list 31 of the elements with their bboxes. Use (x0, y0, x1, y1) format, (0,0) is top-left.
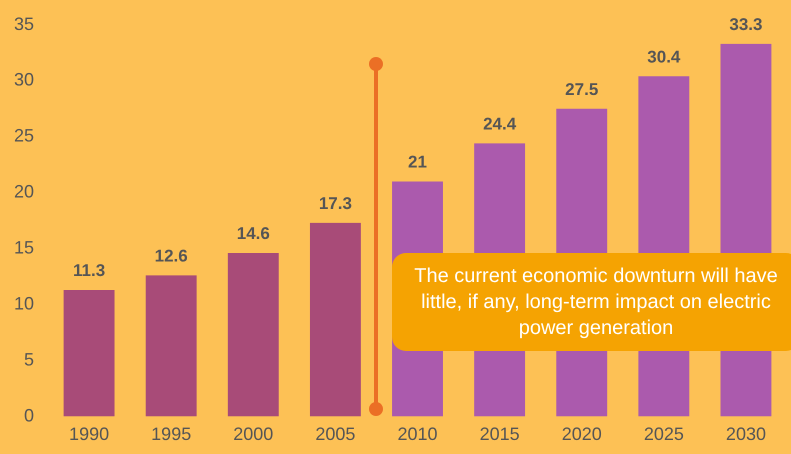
x-tick-label: 2010 (397, 424, 438, 444)
y-tick-label: 20 (14, 182, 34, 202)
x-tick-label: 2000 (233, 424, 274, 444)
x-tick-label: 2020 (562, 424, 602, 444)
y-tick-label: 10 (14, 293, 34, 314)
x-tick-label: 2030 (726, 424, 766, 444)
data-label: 30.4 (647, 47, 681, 66)
x-tick-label: 2005 (315, 424, 356, 444)
data-label: 12.6 (154, 246, 188, 266)
data-label: 21 (408, 152, 427, 172)
x-tick-label: 2025 (644, 424, 684, 444)
annotation: The current economic downturn will have little, if any, long-term impact on electric power generation (392, 253, 791, 351)
data-label: 17.3 (318, 194, 352, 214)
y-tick-label: 30 (14, 70, 34, 90)
x-tick-label: 1990 (69, 424, 110, 444)
data-label: 27.5 (565, 80, 598, 99)
bar (64, 290, 115, 416)
data-label: 33.3 (729, 15, 762, 34)
x-tick-label: 1995 (151, 424, 192, 444)
bar (310, 222, 361, 416)
x-tick-label: 2015 (480, 424, 520, 444)
y-tick-label: 5 (24, 349, 34, 370)
y-tick-label: 35 (14, 14, 34, 34)
y-tick-label: 15 (14, 238, 34, 258)
y-tick-label: 25 (14, 126, 34, 146)
data-label: 24.4 (483, 114, 517, 134)
data-label: 11.3 (73, 261, 106, 280)
data-label: 14.6 (236, 224, 270, 244)
y-tick-label: 0 (24, 405, 34, 426)
bar (228, 253, 279, 416)
bar (146, 275, 197, 416)
